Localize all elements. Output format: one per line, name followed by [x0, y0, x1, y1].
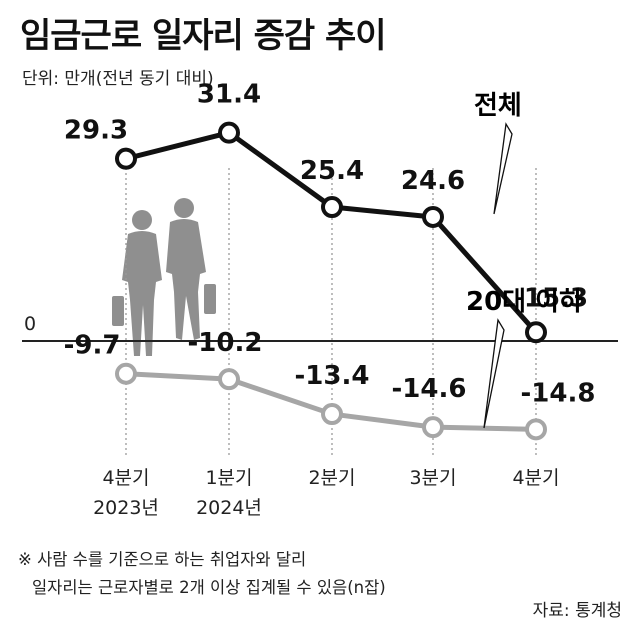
callout-total	[493, 122, 513, 215]
series-0-label-0: 29.3	[64, 116, 128, 146]
series-0-label-4: 15.3	[524, 283, 588, 313]
unit-label: 단위: 만개(전년 동기 대비)	[22, 69, 214, 89]
series-0-point-2	[321, 196, 343, 219]
x-tick-label-4-0: 4분기	[512, 467, 559, 489]
series-name-total: 전체	[474, 91, 522, 121]
series-1-label-0: -9.7	[64, 331, 121, 361]
x-tick-label-1-1: 2024년	[196, 497, 262, 519]
series-0-point-1	[218, 121, 240, 144]
footnote-line-1: ※ 사람 수를 기준으로 하는 취업자와 달리	[18, 550, 307, 569]
series-1-point-4	[525, 418, 547, 441]
series-1-point-3	[422, 416, 444, 439]
x-tick-label-3-0: 3분기	[409, 467, 456, 489]
workers-illustration	[112, 198, 216, 356]
series-0-label-1: 31.4	[197, 80, 261, 110]
source-label: 자료: 통계청	[532, 601, 622, 621]
series-1-label-4: -14.8	[521, 378, 596, 408]
footnote: ※ 사람 수를 기준으로 하는 취업자와 달리 일자리는 근로자별로 2개 이상…	[18, 546, 386, 602]
series-1-point-0	[115, 362, 137, 385]
footnote-line-2: 일자리는 근로자별로 2개 이상 집계될 수 있음(n잡)	[32, 578, 386, 597]
x-tick-label-0-1: 2023년	[93, 497, 159, 519]
series-1-label-2: -13.4	[295, 361, 370, 391]
series-0-point-0	[115, 147, 137, 170]
series-1-label-1: -10.2	[188, 328, 263, 358]
chart-title: 임금근로 일자리 증감 추이	[20, 16, 387, 56]
series-1-point-1	[218, 368, 240, 391]
x-tick-label-1-0: 1분기	[205, 467, 252, 489]
series-0-label-3: 24.6	[401, 166, 465, 196]
series-0-label-2: 25.4	[300, 156, 364, 186]
zero-label: 0	[24, 313, 36, 335]
x-tick-label-2-0: 2분기	[308, 467, 355, 489]
series-1-label-3: -14.6	[392, 374, 467, 404]
callout-young	[483, 318, 505, 429]
x-tick-label-0-0: 4분기	[102, 467, 149, 489]
series-name-young: 20대 이하	[466, 287, 583, 317]
series-0-point-4	[525, 321, 547, 344]
series-1-point-2	[321, 403, 343, 426]
series-0-point-3	[422, 205, 444, 228]
